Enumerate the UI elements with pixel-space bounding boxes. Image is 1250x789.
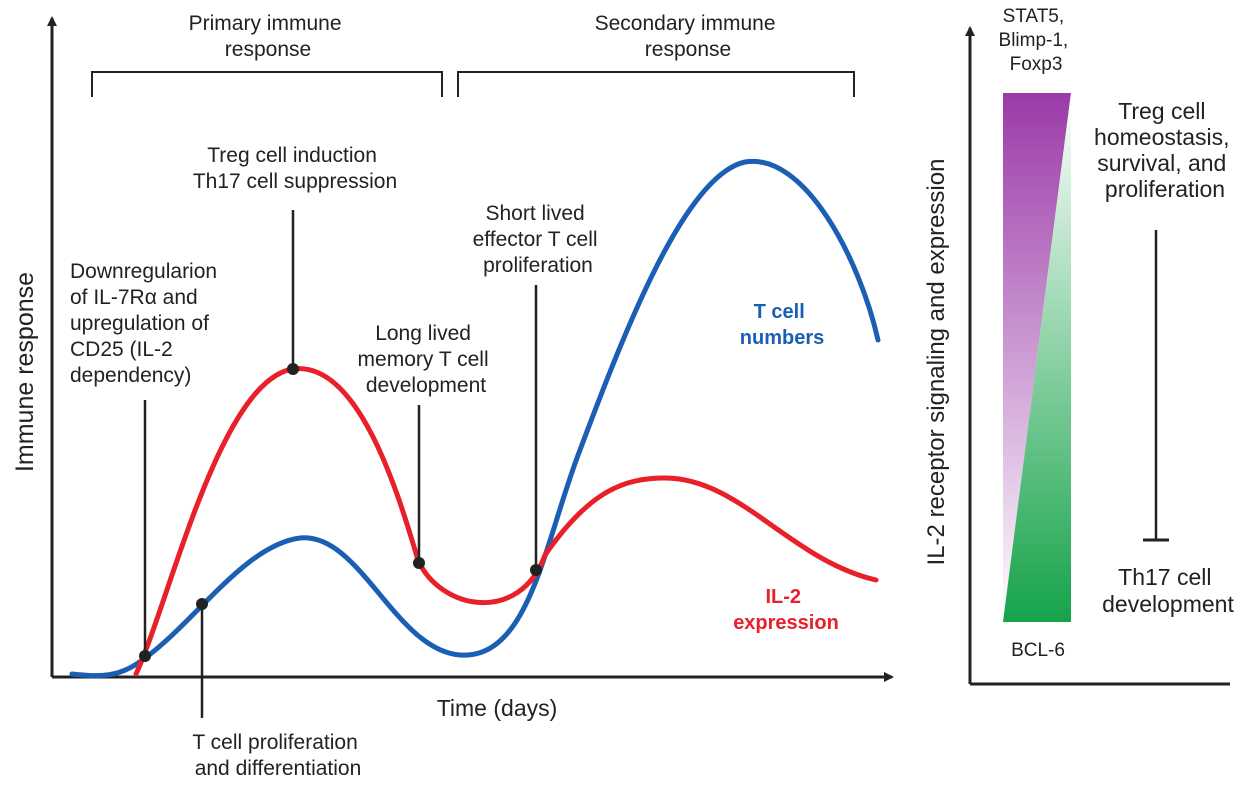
th17-outcome-label: Th17 cell development xyxy=(1102,564,1234,617)
y-axis-title: Immune response xyxy=(11,272,39,472)
il2-expression-curve xyxy=(133,366,879,677)
side-panel: IL-2 receptor signaling and expression S… xyxy=(923,6,1236,686)
primary-phase-label: Primary immune response xyxy=(189,12,348,61)
top-factors-label: STAT5, Blimp-1, Foxp3 xyxy=(999,6,1074,75)
primary-phase-bracket xyxy=(91,71,443,97)
main-chart: Immune response Time (days) Primary immu… xyxy=(11,12,894,780)
bottom-factor-label: BCL-6 xyxy=(1011,640,1065,661)
secondary-phase-label: Secondary immune response xyxy=(595,12,782,61)
treg-outcome-label: Treg cell homeostasis, survival, and pro… xyxy=(1094,98,1236,202)
annotation-effector: Short lived effector T cell proliferatio… xyxy=(473,202,604,277)
t-cell-numbers-label: T cell numbers xyxy=(740,301,824,349)
x-axis-title: Time (days) xyxy=(437,695,558,721)
side-y-axis-title: IL-2 receptor signaling and expression xyxy=(923,159,950,566)
bcl6-gradient-wedge xyxy=(1003,93,1071,622)
annotation-dot-treg xyxy=(287,363,299,375)
annotation-memory: Long lived memory T cell development xyxy=(358,322,495,397)
il2-expression-label: IL-2 expression xyxy=(733,586,839,634)
annotation-dot-proliferation xyxy=(196,598,208,610)
annotation-dot-effector xyxy=(530,564,542,576)
annotation-dot-il7ra xyxy=(139,650,151,662)
secondary-phase-bracket xyxy=(457,71,855,97)
annotation-dot-memory xyxy=(413,557,425,569)
annotation-treg: Treg cell induction Th17 cell suppressio… xyxy=(193,144,397,193)
annotation-il7ra: Downregularion of IL-7Rα and upregulatio… xyxy=(70,260,223,387)
annotation-proliferation: T cell proliferation and differentiation xyxy=(192,731,363,780)
